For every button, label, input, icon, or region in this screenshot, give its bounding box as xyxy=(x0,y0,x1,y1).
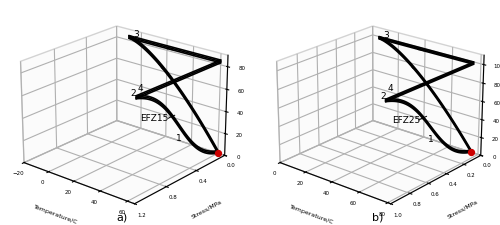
Y-axis label: Stress/MPa: Stress/MPa xyxy=(190,199,222,219)
Text: b): b) xyxy=(372,213,384,223)
Y-axis label: Stress/MPa: Stress/MPa xyxy=(446,199,478,219)
X-axis label: Temperature/C: Temperature/C xyxy=(290,204,335,225)
Text: a): a) xyxy=(116,213,128,223)
X-axis label: Temperature/C: Temperature/C xyxy=(34,204,79,225)
